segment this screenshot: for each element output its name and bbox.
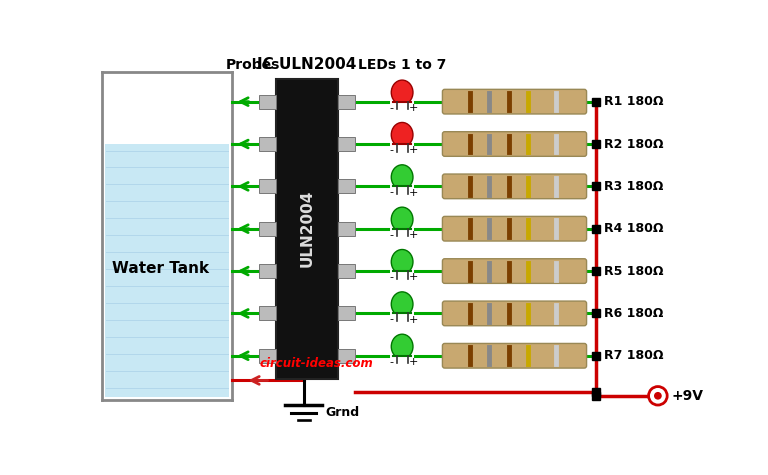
Bar — [338, 180, 355, 193]
Bar — [259, 222, 276, 236]
Ellipse shape — [391, 165, 413, 190]
Bar — [276, 78, 338, 379]
Text: R7 180Ω: R7 180Ω — [604, 349, 663, 362]
FancyBboxPatch shape — [442, 259, 587, 284]
Bar — [391, 186, 413, 200]
Text: +: + — [409, 314, 418, 324]
Text: -: - — [389, 357, 393, 367]
Bar — [391, 314, 413, 327]
Bar — [259, 137, 276, 151]
Ellipse shape — [391, 207, 413, 232]
Ellipse shape — [391, 123, 413, 147]
Text: Water Tank: Water Tank — [112, 261, 209, 276]
Ellipse shape — [391, 292, 413, 316]
Text: +: + — [409, 188, 418, 198]
Text: -: - — [389, 314, 393, 324]
FancyBboxPatch shape — [442, 132, 587, 156]
Text: +9V: +9V — [671, 389, 703, 403]
FancyBboxPatch shape — [442, 89, 587, 114]
Bar — [104, 144, 230, 397]
Text: +: + — [409, 272, 418, 282]
Text: circuit-ideas.com: circuit-ideas.com — [260, 357, 374, 370]
Text: -: - — [389, 145, 393, 155]
Bar — [338, 95, 355, 109]
Bar — [338, 137, 355, 151]
Ellipse shape — [391, 334, 413, 359]
Text: -: - — [389, 188, 393, 198]
Text: ULN2004: ULN2004 — [300, 190, 314, 267]
Bar — [338, 349, 355, 363]
Text: LEDs 1 to 7: LEDs 1 to 7 — [358, 58, 446, 72]
Bar — [391, 228, 413, 243]
FancyBboxPatch shape — [442, 301, 587, 326]
Text: R4 180Ω: R4 180Ω — [604, 222, 663, 235]
Text: -: - — [389, 272, 393, 282]
Bar — [391, 102, 413, 115]
Bar — [338, 264, 355, 278]
Bar — [391, 271, 413, 285]
Text: +: + — [409, 103, 418, 113]
Bar — [391, 144, 413, 158]
Bar — [259, 180, 276, 193]
FancyBboxPatch shape — [442, 174, 587, 199]
Ellipse shape — [391, 80, 413, 105]
Text: +: + — [409, 145, 418, 155]
Bar — [338, 222, 355, 236]
Text: +: + — [409, 357, 418, 367]
Text: R5 180Ω: R5 180Ω — [604, 265, 663, 277]
Text: -: - — [389, 230, 393, 240]
Bar — [338, 306, 355, 320]
FancyBboxPatch shape — [442, 343, 587, 368]
Circle shape — [654, 392, 662, 399]
Text: R3 180Ω: R3 180Ω — [604, 180, 663, 193]
Text: Grnd: Grnd — [326, 406, 359, 419]
Bar — [259, 95, 276, 109]
Text: +: + — [409, 230, 418, 240]
Text: R1 180Ω: R1 180Ω — [604, 95, 663, 108]
Ellipse shape — [391, 249, 413, 274]
Bar — [259, 264, 276, 278]
Circle shape — [648, 387, 667, 405]
Bar — [259, 349, 276, 363]
FancyBboxPatch shape — [442, 217, 587, 241]
Bar — [259, 306, 276, 320]
Text: R2 180Ω: R2 180Ω — [604, 137, 663, 151]
Bar — [391, 356, 413, 370]
Text: R6 180Ω: R6 180Ω — [604, 307, 663, 320]
Text: IC ULN2004: IC ULN2004 — [257, 57, 356, 72]
Text: -: - — [389, 103, 393, 113]
Text: Probes: Probes — [226, 58, 280, 72]
